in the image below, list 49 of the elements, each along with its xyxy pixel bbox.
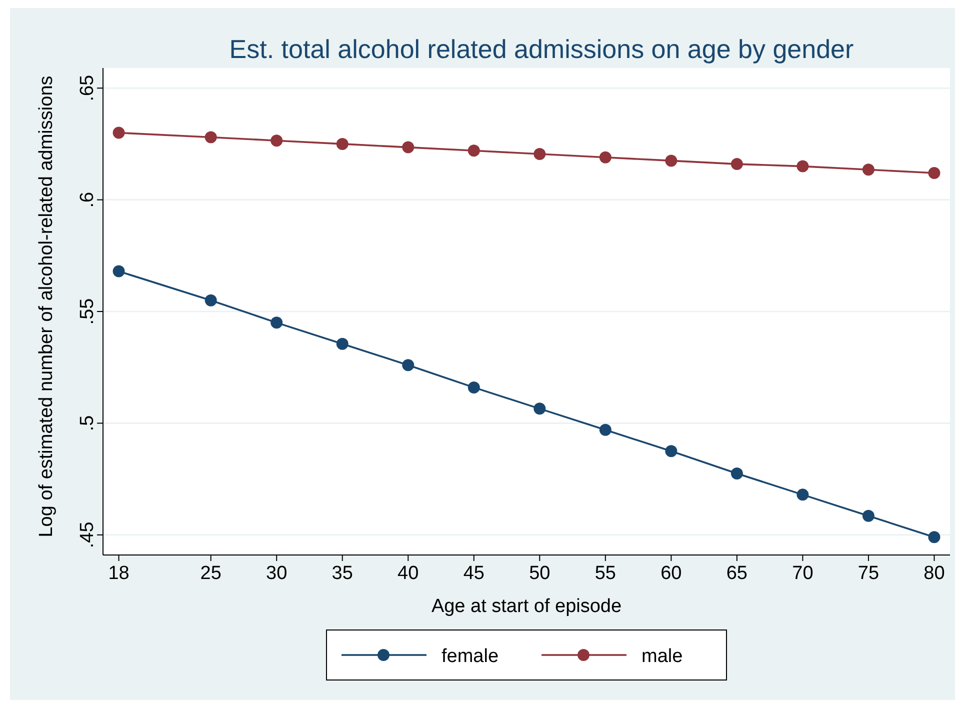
- y-tick-label: .55: [77, 298, 98, 325]
- x-tick-label: 35: [332, 563, 353, 584]
- point: [599, 151, 612, 164]
- point: [468, 381, 480, 394]
- x-tick-label: 55: [594, 563, 616, 584]
- point: [534, 402, 546, 415]
- point: [112, 265, 125, 278]
- point: [270, 316, 283, 329]
- chart-title: Est. total alcohol related admissions on age by gender: [229, 34, 854, 64]
- point: [796, 160, 809, 172]
- point: [599, 424, 612, 436]
- x-tick-label: 18: [108, 563, 130, 584]
- point: [862, 510, 874, 522]
- x-tick-label: 40: [398, 563, 419, 584]
- x-tick-label: 25: [200, 563, 222, 584]
- point: [204, 294, 217, 306]
- point: [336, 338, 348, 350]
- legend-label: male: [642, 646, 683, 667]
- x-tick-label: 50: [529, 563, 550, 584]
- point: [336, 138, 348, 150]
- x-tick-label: 45: [463, 563, 484, 584]
- point: [796, 488, 809, 501]
- x-axis-title: Age at start of episode: [431, 596, 622, 617]
- x-tick-label: 65: [726, 563, 748, 584]
- x-tick-label: 80: [924, 563, 945, 584]
- y-tick-label: .65: [77, 74, 98, 102]
- point: [534, 148, 546, 160]
- x-tick-label: 75: [858, 563, 880, 584]
- point: [928, 531, 940, 544]
- point: [665, 154, 678, 167]
- point: [204, 131, 217, 144]
- y-tick-label: .5: [77, 415, 98, 432]
- legend-label: female: [442, 646, 499, 667]
- point: [270, 134, 283, 147]
- point: [665, 445, 678, 458]
- x-tick-label: 70: [792, 563, 814, 584]
- point: [730, 467, 743, 480]
- x-tick-label: 30: [266, 563, 288, 584]
- point: [928, 166, 940, 179]
- point: [402, 141, 414, 154]
- point: [468, 144, 480, 157]
- y-tick-label: .6: [77, 192, 98, 208]
- y-axis-title: Log of estimated number of alcohol-related admissions: [36, 76, 57, 538]
- point: [402, 359, 414, 372]
- point: [730, 158, 743, 170]
- x-tick-label: 60: [660, 563, 682, 584]
- point: [112, 126, 125, 139]
- y-tick-label: .45: [77, 522, 98, 548]
- point: [862, 164, 874, 176]
